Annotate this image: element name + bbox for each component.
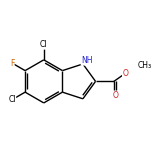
Text: O: O	[113, 91, 119, 100]
Text: NH: NH	[81, 56, 93, 65]
Text: O: O	[122, 69, 128, 78]
Text: Cl: Cl	[8, 95, 16, 104]
Text: F: F	[10, 59, 14, 68]
Text: CH₃: CH₃	[138, 61, 152, 70]
Text: Cl: Cl	[40, 40, 48, 49]
